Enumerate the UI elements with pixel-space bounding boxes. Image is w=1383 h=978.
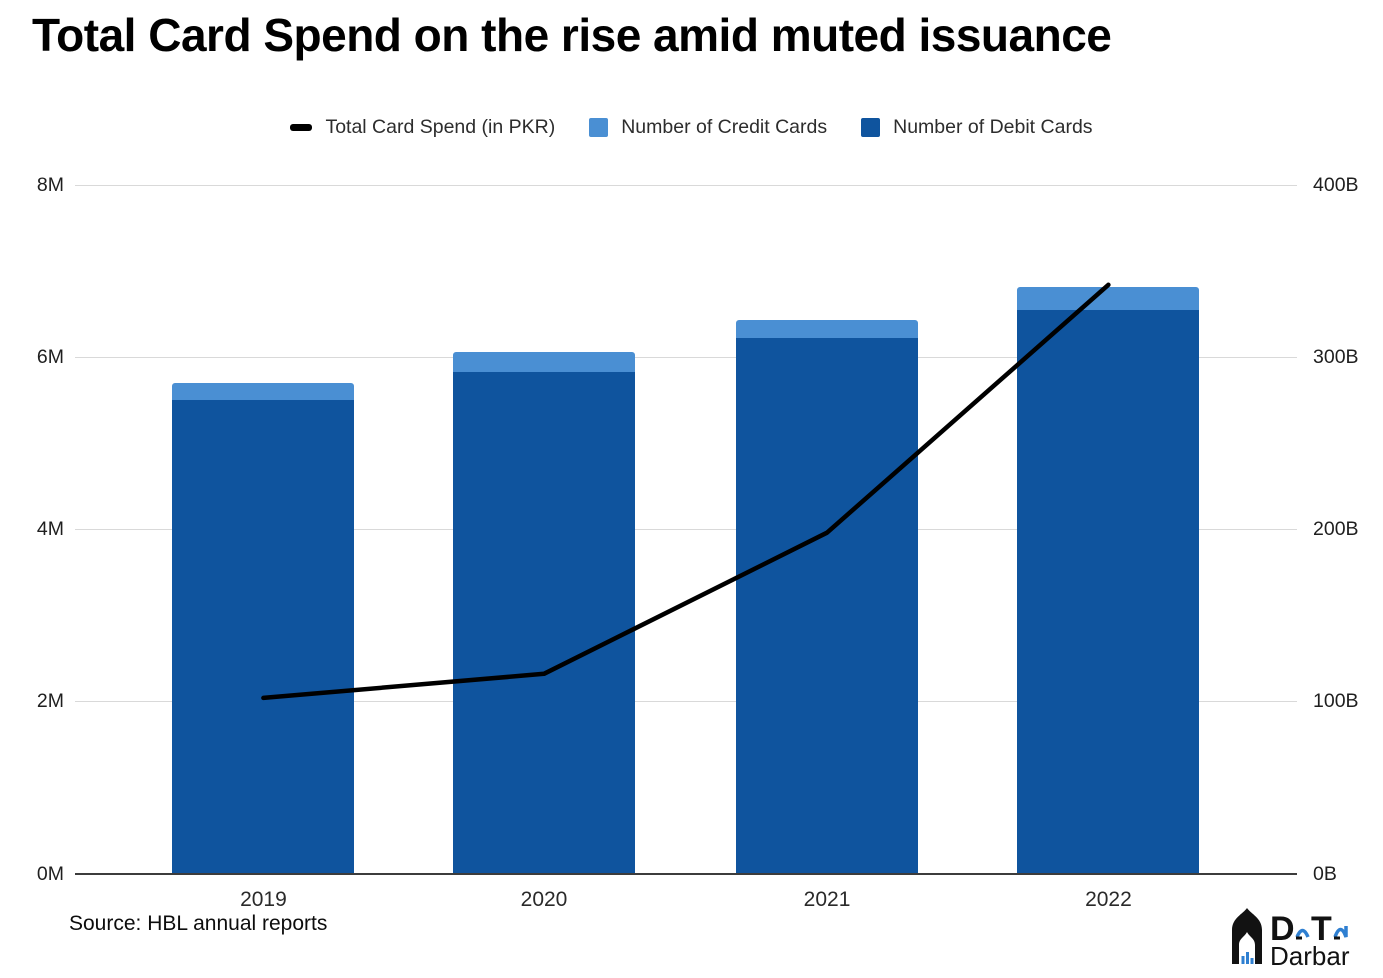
legend-item-0: Total Card Spend (in PKR) bbox=[290, 116, 555, 139]
logo-letter-t: T bbox=[1311, 910, 1332, 948]
bar-2022 bbox=[1017, 287, 1200, 874]
logo-arch-icon bbox=[1333, 926, 1348, 938]
bar-segment-debit-cards bbox=[1017, 309, 1200, 874]
bar-2020 bbox=[453, 351, 635, 874]
gridline bbox=[75, 529, 1297, 531]
bar-segment-credit-cards bbox=[172, 382, 355, 401]
bar-segment-debit-cards bbox=[453, 371, 635, 874]
x-axis-label-2020: 2020 bbox=[520, 887, 568, 911]
y-axis-label-left: 8M bbox=[36, 174, 64, 196]
y-axis-label-right: 400B bbox=[1313, 174, 1359, 196]
data-darbar-logo: D T Darbar bbox=[1228, 906, 1368, 968]
logo-letter-d: D bbox=[1270, 910, 1295, 948]
gridline bbox=[75, 185, 1297, 186]
logo-bars-icon bbox=[1241, 952, 1254, 964]
logo-word-darbar: Darbar bbox=[1270, 941, 1350, 968]
y-axis-label-right: 200B bbox=[1313, 518, 1359, 541]
bar-segment-debit-cards bbox=[172, 400, 355, 874]
legend-swatch-icon bbox=[861, 118, 881, 137]
y-axis-label-right: 0B bbox=[1313, 862, 1337, 885]
x-axis-label-2019: 2019 bbox=[240, 887, 287, 911]
legend-label: Number of Debit Cards bbox=[893, 116, 1093, 138]
legend-item-1: Number of Credit Cards bbox=[589, 116, 827, 139]
y-axis-label-left: 4M bbox=[36, 518, 64, 541]
y-axis-label-left: 2M bbox=[36, 690, 64, 713]
bar-segment-credit-cards bbox=[1017, 287, 1200, 310]
bar-2019 bbox=[172, 382, 355, 874]
x-axis-label-2021: 2021 bbox=[803, 887, 851, 911]
bar-2021 bbox=[736, 320, 919, 874]
gridline bbox=[75, 357, 1297, 359]
x-axis-label-2022: 2022 bbox=[1085, 887, 1132, 911]
logo-wordmark: D T Darbar bbox=[1270, 910, 1350, 968]
bar-segment-debit-cards bbox=[736, 338, 919, 874]
legend-label: Number of Credit Cards bbox=[621, 116, 828, 138]
x-axis-line bbox=[75, 872, 1297, 875]
legend-label: Total Card Spend (in PKR) bbox=[325, 116, 556, 138]
y-axis-label-right: 300B bbox=[1313, 346, 1359, 369]
source-note: Source: HBL annual reports bbox=[69, 912, 328, 935]
legend-swatch-icon bbox=[589, 118, 609, 137]
legend-item-2: Number of Debit Cards bbox=[861, 116, 1093, 139]
bar-segment-credit-cards bbox=[453, 351, 635, 372]
logo-arch-icon bbox=[1295, 928, 1310, 938]
total-spend-line bbox=[261, 282, 1111, 701]
page-title: Total Card Spend on the rise amid muted … bbox=[32, 9, 1112, 61]
legend-swatch-icon bbox=[290, 124, 313, 131]
y-axis-label-left: 0M bbox=[36, 862, 64, 885]
gridline bbox=[75, 701, 1297, 703]
y-axis-label-left: 6M bbox=[36, 346, 64, 369]
legend: Total Card Spend (in PKR) Number of Credi… bbox=[0, 116, 1383, 139]
mosque-icon bbox=[1232, 908, 1262, 964]
bar-segment-credit-cards bbox=[736, 320, 919, 339]
y-axis-label-right: 100B bbox=[1313, 690, 1359, 713]
